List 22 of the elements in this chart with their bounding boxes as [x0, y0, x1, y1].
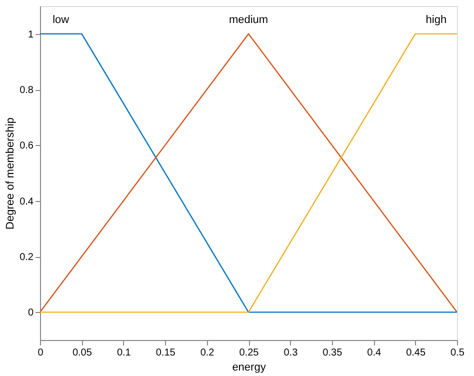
y-tick-label: 0.6 [20, 140, 34, 152]
x-tick-label: 0.15 [156, 348, 176, 358]
y-axis-title: Degree of membership [4, 118, 17, 230]
x-tick-label: 0 [38, 348, 44, 358]
y-tick-label: 0 [28, 308, 34, 319]
y-tick-label: 1 [28, 29, 34, 40]
y-tick-label: 0.4 [20, 196, 34, 208]
x-tick-label: 0.1 [116, 348, 132, 358]
x-tick-label: 0.35 [322, 348, 343, 358]
y-tick-label: 0.2 [20, 252, 34, 263]
x-tick-label: 0.3 [284, 348, 298, 358]
x-tick-label: 0.2 [200, 348, 215, 358]
y-tick-label: 0.8 [20, 85, 34, 96]
x-tick-label: 0.25 [239, 348, 260, 358]
x-tick-label: 0.5 [450, 348, 465, 358]
series-label: high [426, 14, 447, 26]
series-label: medium [228, 14, 268, 26]
x-tick-label: 0.4 [367, 348, 382, 358]
x-axis-title: energy [232, 362, 266, 374]
x-tick-label: 0.45 [406, 348, 426, 358]
x-tick-label: 0.05 [72, 348, 92, 358]
series-label: low [52, 14, 70, 26]
